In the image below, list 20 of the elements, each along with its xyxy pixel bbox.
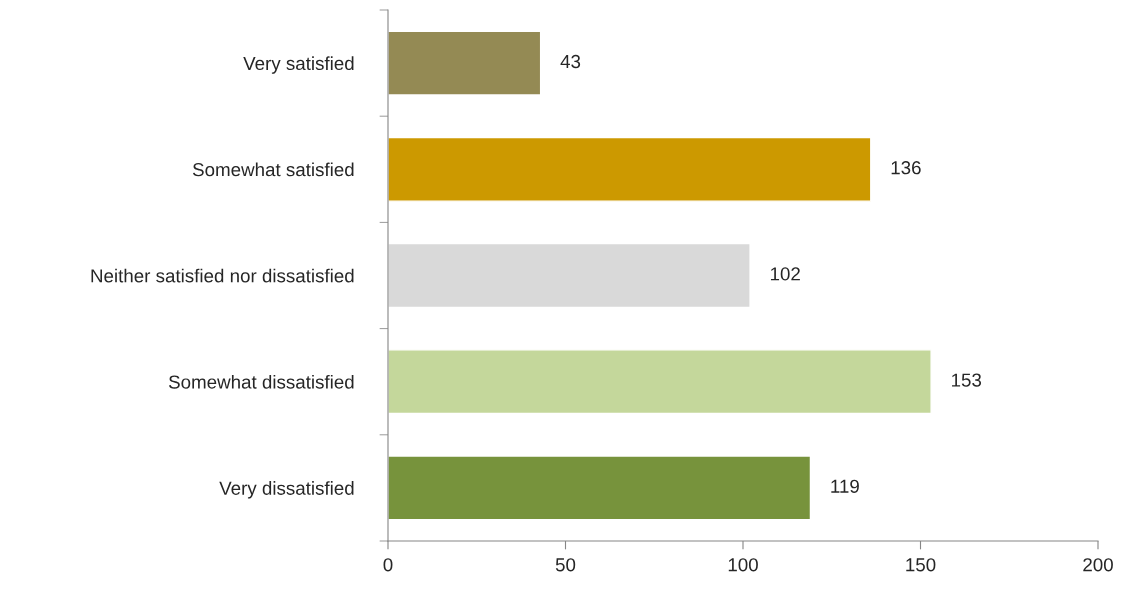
y-tick-label: Neither satisfied nor dissatisfied (91, 268, 354, 283)
y-tick-label: Very dissatisfied (219, 481, 354, 499)
data-label: 153 (952, 373, 982, 387)
bar (388, 349, 932, 415)
x-tick-label: 200 (1083, 558, 1113, 572)
data-label: 102 (770, 267, 800, 281)
x-tick-label: 50 (555, 558, 576, 572)
bar (388, 242, 751, 309)
x-tick-label: 150 (906, 558, 936, 572)
bar (388, 136, 872, 202)
y-tick-label: Somewhat dissatisfied (168, 374, 354, 389)
data-label: 119 (831, 479, 859, 493)
data-label: 136 (891, 161, 921, 175)
bar (388, 455, 812, 521)
bar (388, 30, 542, 96)
data-label: 43 (560, 54, 581, 69)
x-tick-label: 0 (383, 558, 393, 572)
x-tick-label: 100 (728, 558, 758, 572)
y-tick-label: Very satisfied (243, 56, 354, 74)
y-tick-label: Somewhat satisfied (192, 162, 354, 177)
